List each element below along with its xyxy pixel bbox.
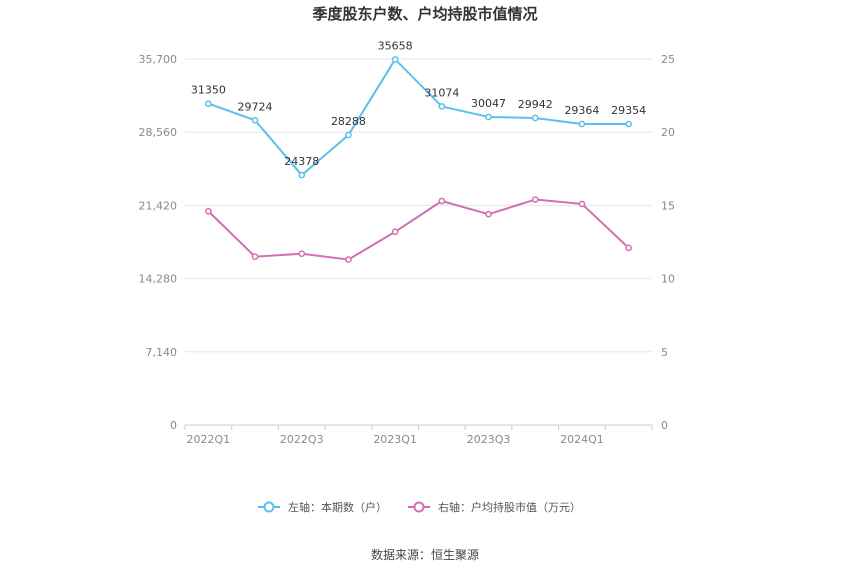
chart-title: 季度股东户数、户均持股市值情况 — [312, 5, 537, 23]
data-label: 35658 — [378, 39, 413, 52]
data-label: 29364 — [564, 104, 599, 117]
data-label: 31074 — [424, 86, 459, 99]
x-axis: 2022Q1 2022Q3 2023Q1 2023Q3 2024Q1 — [184, 425, 653, 446]
series-layer: 31350 29724 24378 28288 35658 31074 30047 29942… — [191, 39, 646, 263]
legend-label: 左轴：本期数（户） — [288, 500, 387, 514]
data-label: 29354 — [611, 104, 646, 117]
legend-label: 右轴：户均持股市值（万元） — [438, 500, 581, 514]
data-point — [298, 250, 306, 258]
data-label: 30047 — [471, 97, 506, 110]
right-tick-label: 15 — [661, 199, 675, 212]
legend[interactable]: 左轴：本期数（户） 右轴：户均持股市值（万元） — [258, 500, 581, 514]
data-label: 31350 — [191, 84, 226, 97]
data-source: 数据来源：恒生聚源 — [371, 547, 479, 562]
data-label: 28288 — [331, 115, 366, 128]
left-tick-label: 14,280 — [139, 273, 178, 286]
data-point — [485, 113, 492, 121]
x-tick-label: 2022Q1 — [187, 433, 231, 446]
left-tick-label: 21,420 — [139, 199, 178, 212]
series-line-1 — [207, 198, 630, 261]
right-axis: 0 5 10 15 20 25 — [661, 53, 675, 432]
right-tick-label: 10 — [661, 273, 675, 286]
legend-item-1[interactable]: 右轴：户均持股市值（万元） — [408, 500, 581, 514]
right-tick-label: 25 — [661, 53, 675, 66]
right-tick-label: 20 — [661, 126, 675, 139]
data-label: 29942 — [518, 98, 553, 111]
data-point — [391, 56, 399, 63]
data-point — [391, 228, 399, 236]
legend-item-0[interactable]: 左轴：本期数（户） — [258, 500, 387, 514]
x-tick-label: 2023Q3 — [467, 433, 511, 446]
left-axis: 0 7,140 14,280 21,420 28,560 35,700 — [139, 53, 178, 432]
data-point — [345, 256, 352, 263]
data-point — [298, 171, 306, 179]
left-tick-label: 28,560 — [139, 126, 178, 139]
data-point — [205, 100, 212, 107]
x-tick-label: 2023Q1 — [373, 433, 417, 446]
right-tick-label: 0 — [661, 419, 668, 432]
data-point — [438, 197, 446, 205]
data-point — [485, 210, 492, 218]
data-point — [625, 120, 633, 128]
data-point — [345, 131, 352, 139]
data-point — [625, 244, 633, 252]
x-tick-label: 2022Q3 — [280, 433, 324, 446]
data-point — [578, 200, 586, 208]
data-point — [251, 253, 259, 260]
data-point — [531, 196, 539, 203]
x-tick-label: 2024Q1 — [560, 433, 604, 446]
data-point — [205, 207, 212, 215]
data-label: 29724 — [238, 100, 273, 113]
grid — [185, 58, 652, 426]
right-tick-label: 5 — [661, 346, 668, 359]
data-point — [531, 114, 539, 122]
data-point — [251, 116, 259, 124]
legend-marker-icon — [413, 501, 425, 513]
data-label: 24378 — [284, 155, 319, 168]
data-point — [578, 120, 586, 128]
left-tick-label: 0 — [170, 419, 177, 432]
left-tick-label: 35,700 — [139, 53, 178, 66]
left-tick-label: 7,140 — [146, 346, 178, 359]
data-point — [438, 103, 446, 110]
series-line-0 — [208, 58, 629, 177]
legend-marker-icon — [263, 501, 275, 513]
